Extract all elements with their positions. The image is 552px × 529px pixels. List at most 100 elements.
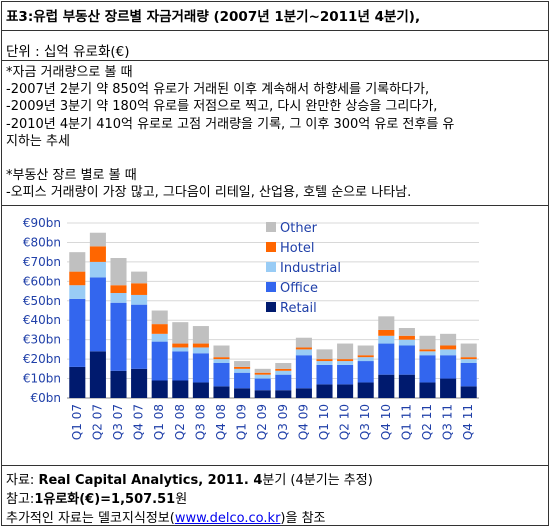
bar-segment-other [275, 363, 292, 369]
legend-label: Office [280, 281, 318, 296]
more-info-note: 추가적인 자료는 델코지식정보(www.delco.co.kr)을 참조 [6, 507, 326, 526]
bar-segment-industrial [378, 335, 395, 344]
notes-line: -2009년 3분기 약 180억 유로를 저점으로 찍고, 다시 완만한 상승… [6, 99, 438, 115]
bar-segment-industrial [419, 351, 436, 356]
bar-segment-office [131, 304, 148, 369]
bar-segment-office [460, 363, 477, 387]
divider [1, 60, 549, 61]
bar-segment-other [110, 258, 127, 286]
x-tick-label: Q3 11 [441, 404, 455, 440]
bar-segment-other [398, 328, 415, 336]
bar-segment-hotel [378, 329, 395, 336]
divider [1, 30, 549, 31]
bar-segment-retail [69, 366, 86, 398]
reference-note: 참고:1유로화(€)=1,507.51원 [6, 488, 187, 507]
bar-segment-other [213, 345, 230, 358]
bar-segment-industrial [89, 261, 106, 278]
bar-segment-retail [110, 370, 127, 398]
reference-prefix: 참고: [6, 492, 35, 507]
bar-segment-industrial [275, 370, 292, 375]
bar-segment-office [295, 355, 312, 389]
bar-segment-hotel [151, 324, 168, 334]
x-tick-label: Q2 10 [338, 404, 352, 440]
bar-segment-other [440, 333, 457, 346]
x-tick-label: Q2 07 [90, 404, 104, 440]
bar-segment-other [460, 343, 477, 358]
bar-segment-retail [460, 386, 477, 398]
notes-block: *자금 거래량으로 볼 때 -2007년 2분기 약 850억 유로가 거래된 … [6, 64, 542, 201]
legend-swatch [266, 222, 276, 232]
bar-segment-hotel [69, 271, 86, 286]
x-tick-label: Q4 08 [214, 404, 228, 440]
delco-link[interactable]: www.delco.co.kr [174, 511, 281, 526]
bar-segment-office [69, 298, 86, 367]
legend-swatch [266, 282, 276, 292]
bar-segment-office [172, 351, 189, 381]
bar-segment-retail [234, 388, 251, 398]
x-tick-label: Q4 07 [132, 404, 146, 440]
legend-label: Other [280, 221, 318, 236]
bar-segment-other [378, 316, 395, 330]
bar-segment-industrial [110, 293, 127, 303]
bar-segment-industrial [295, 349, 312, 356]
bar-segment-retail [213, 386, 230, 398]
legend-label: Retail [280, 301, 317, 316]
bar-segment-industrial [131, 294, 148, 305]
bar-segment-office [254, 378, 271, 391]
bar-segment-retail [275, 390, 292, 398]
bar-segment-office [398, 345, 415, 375]
bar-segment-industrial [69, 285, 86, 299]
y-tick-label: €10bn [23, 372, 61, 386]
bar-segment-industrial [440, 349, 457, 356]
more-suffix: )을 참조 [280, 511, 326, 526]
bar-segment-retail [357, 382, 374, 398]
bar-segment-industrial [192, 347, 209, 354]
bar-segment-other [357, 345, 374, 356]
notes-line: -오피스 거래량이 가장 많고, 그다음이 리테일, 산업용, 호텔 순으로 나… [6, 185, 412, 201]
bar-segment-hotel [192, 343, 209, 348]
bar-segment-retail [295, 388, 312, 398]
notes-line: 지하는 추세 [6, 133, 70, 149]
bar-segment-office [440, 355, 457, 379]
bar-segment-retail [316, 384, 333, 398]
notes-line: *자금 거래량으로 볼 때 [6, 65, 133, 80]
bar-segment-other [151, 310, 168, 325]
x-tick-label: Q2 08 [173, 404, 187, 440]
bar-segment-industrial [460, 359, 477, 363]
bar-segment-other [89, 232, 106, 247]
bar-segment-retail [419, 382, 436, 398]
bar-segment-retail [254, 390, 271, 398]
bar-segment-hotel [172, 343, 189, 348]
bar-segment-retail [89, 351, 106, 398]
bar-segment-office [419, 355, 436, 383]
bar-segment-other [131, 271, 148, 284]
x-tick-label: Q3 10 [358, 404, 372, 440]
x-tick-label: Q1 10 [317, 404, 331, 440]
bar-segment-hotel [398, 335, 415, 340]
bar-segment-hotel [131, 283, 148, 295]
x-tick-label: Q1 11 [399, 404, 413, 440]
bar-segment-office [151, 341, 168, 381]
source-note: 자료: Real Capital Analytics, 2011. 4분기 (4… [6, 469, 373, 488]
bar-segment-hotel [213, 357, 230, 360]
x-tick-label: Q4 10 [379, 404, 393, 440]
bar-segment-office [378, 343, 395, 375]
y-tick-label: €80bn [23, 235, 61, 249]
legend-swatch [266, 242, 276, 252]
bar-segment-office [316, 364, 333, 385]
bar-segment-industrial [151, 333, 168, 342]
bar-segment-hotel [337, 359, 354, 362]
bar-segment-other [295, 337, 312, 348]
bar-segment-hotel [316, 359, 333, 362]
source-name: Real Capital Analytics, 2011. 4 [38, 473, 263, 488]
x-tick-label: Q2 09 [255, 404, 269, 440]
bar-segment-office [234, 372, 251, 389]
bar-segment-office [275, 374, 292, 391]
bar-segment-office [213, 363, 230, 387]
bar-segment-other [419, 335, 436, 350]
bar-segment-other [316, 349, 333, 360]
bar-segment-retail [151, 380, 168, 398]
bar-segment-hotel [254, 372, 271, 375]
bar-segment-hotel [89, 246, 106, 262]
legend-label: Industrial [280, 261, 341, 276]
